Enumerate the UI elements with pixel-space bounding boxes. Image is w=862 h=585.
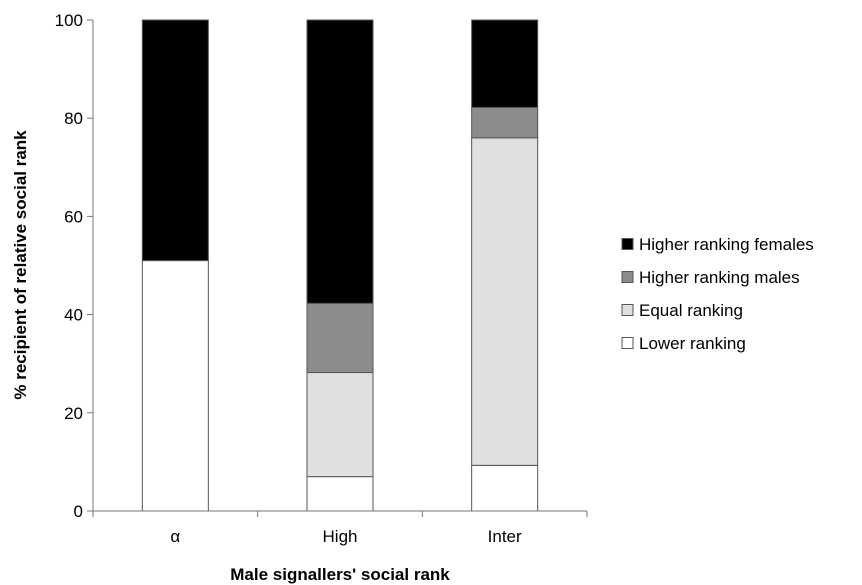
bar-segment-lower-ranking-inter — [471, 464, 539, 512]
y-tick-label: 80 — [64, 109, 83, 128]
bar-segment-higher-ranking-males-high — [306, 302, 374, 374]
x-tick-label: High — [323, 527, 358, 546]
legend: Higher ranking females Higher ranking mal… — [621, 235, 814, 353]
y-tick-label: 40 — [64, 306, 83, 325]
x-tick-label: Inter — [488, 527, 522, 546]
legend-item-equal-ranking: Equal ranking — [621, 301, 743, 320]
x-tick-label: α — [170, 527, 180, 546]
axes-group: 0 20 40 60 80 100 α High Inter — [55, 11, 588, 546]
legend-swatch — [621, 238, 634, 250]
bar-segment-higher-ranking-females-alpha — [141, 19, 209, 262]
bar-segment-higher-ranking-females-high — [306, 19, 374, 304]
legend-swatch — [621, 304, 634, 316]
legend-swatch — [621, 337, 634, 349]
y-tick-label: 20 — [64, 404, 83, 423]
bar-segment-equal-ranking-high — [306, 372, 374, 478]
legend-item-higher-ranking-males: Higher ranking males — [621, 268, 800, 287]
y-tick-label: 60 — [64, 207, 83, 226]
bar-segment-higher-ranking-females-inter — [471, 19, 539, 108]
bar-segment-higher-ranking-males-inter — [471, 106, 539, 139]
bar-segment-equal-ranking-inter — [471, 137, 539, 466]
legend-label: Equal ranking — [639, 301, 743, 320]
y-axis-title: % recipient of relative social rank — [11, 130, 30, 400]
legend-item-lower-ranking: Lower ranking — [621, 334, 746, 353]
legend-swatch — [621, 271, 634, 283]
legend-label: Higher ranking males — [639, 268, 800, 287]
bars-group — [141, 19, 539, 512]
y-tick-label: 0 — [74, 502, 83, 521]
x-axis-title: Male signallers' social rank — [230, 565, 450, 584]
y-tick-label: 100 — [55, 11, 83, 30]
bar-segment-lower-ranking-high — [306, 476, 374, 512]
legend-item-higher-ranking-females: Higher ranking females — [621, 235, 814, 254]
bar-segment-lower-ranking-alpha — [141, 260, 209, 512]
legend-label: Lower ranking — [639, 334, 746, 353]
legend-label: Higher ranking females — [639, 235, 814, 254]
